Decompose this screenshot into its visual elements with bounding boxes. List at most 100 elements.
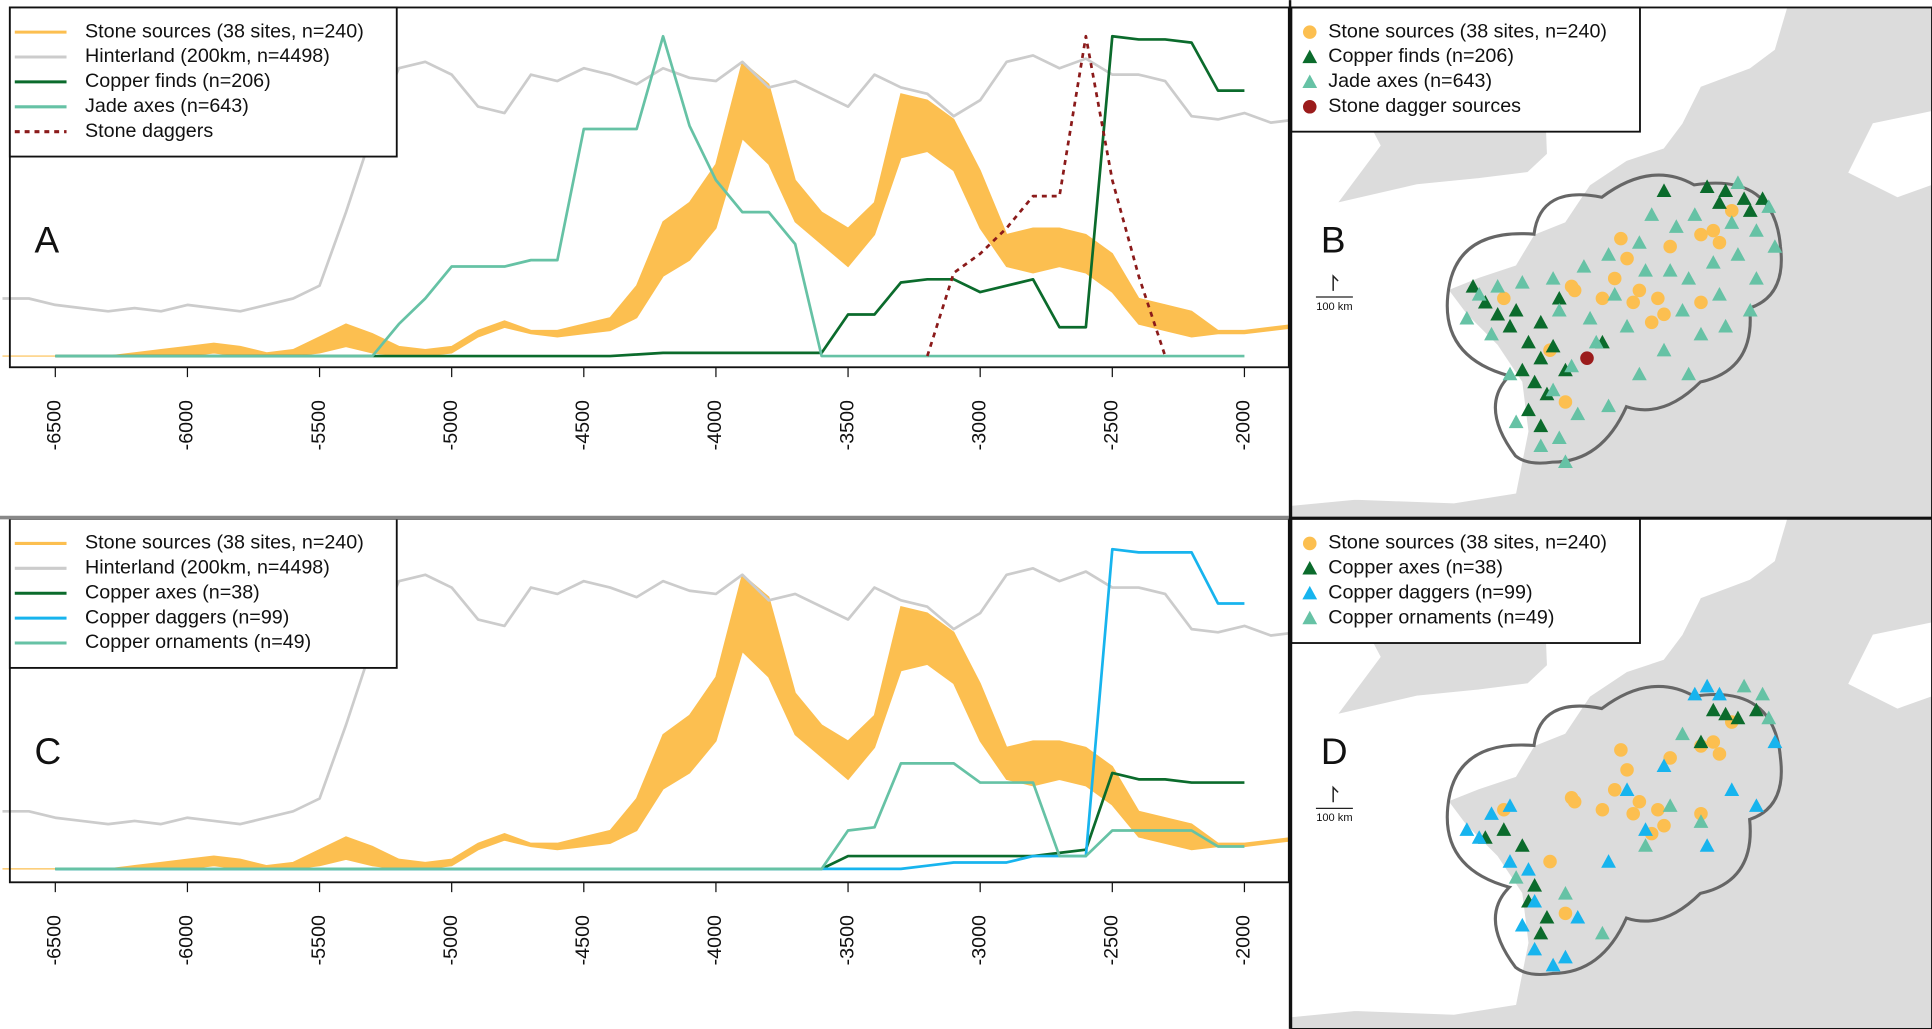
point [1724,782,1740,796]
x-tick-label: -5000 [440,915,462,965]
point [1656,758,1672,773]
point [1570,909,1586,924]
point [1496,822,1512,836]
point [1663,239,1677,254]
x-tick-label: -4000 [704,915,726,965]
point [1694,806,1708,821]
point [1614,231,1628,246]
point [1588,334,1604,349]
line [2,567,1298,826]
point [1533,418,1549,433]
point [1712,287,1727,301]
legend-label: Stone sources (38 sites, n=240) [1328,532,1607,554]
point [1736,678,1752,693]
legend-label: Jade axes (n=643) [85,95,249,117]
point [1539,386,1555,401]
point [1595,802,1610,817]
point [1644,207,1660,221]
point [1539,909,1555,924]
line [926,34,1167,357]
point [1502,854,1518,868]
legend-swatch [1302,100,1317,114]
point [1502,798,1518,812]
point [1638,822,1653,836]
point [1694,295,1708,310]
point [1705,702,1721,717]
point [1687,686,1703,701]
x-tick-label: -2000 [1233,915,1255,965]
point [1767,239,1783,253]
point [1533,438,1549,453]
point [1551,430,1567,445]
point [1693,814,1709,828]
point [1755,191,1770,205]
x-tick-label: -3000 [968,400,990,450]
point [1545,957,1561,972]
x-tick-label: -2500 [1101,915,1123,965]
x-tick-label: -5000 [440,400,462,450]
point [1632,283,1647,298]
point [1484,326,1499,341]
legend-box [1290,6,1641,133]
point [1668,219,1684,233]
point [1706,735,1721,749]
point [1631,366,1647,381]
point [1558,454,1573,468]
legend-label: Jade axes (n=643) [1328,70,1492,92]
point [1736,191,1752,205]
point [1699,838,1715,852]
point [1601,854,1616,868]
x-tick-label: -5500 [308,400,330,450]
point [1471,830,1487,844]
x-tick-label: -3500 [836,400,858,450]
point [1706,223,1721,238]
x-tick-label: -3000 [968,915,990,965]
point [1514,838,1530,852]
point [1742,203,1758,217]
point [1514,362,1530,377]
point [1545,338,1561,353]
x-tick-label: -3500 [836,915,858,965]
point [1632,794,1647,809]
point [1543,854,1557,869]
point [1551,291,1567,305]
point [1730,710,1746,725]
point [1644,315,1659,330]
point [1767,734,1783,749]
point [1484,806,1499,820]
point [1638,838,1653,852]
point [1730,247,1746,261]
point [1514,275,1530,289]
scale-label: 100 km [1316,812,1352,824]
point [1663,751,1677,765]
point [1749,798,1764,812]
legend-box [1290,517,1641,644]
point [1601,247,1616,261]
point [1471,287,1487,301]
x-tick-label: -4500 [572,400,594,450]
point [1567,794,1582,809]
point [1490,279,1506,293]
legend-box [8,6,398,158]
point [1626,806,1640,821]
legend-label: Copper axes (n=38) [85,581,260,603]
x-tick-label: -4000 [704,400,726,450]
point [1521,862,1536,876]
line [55,762,1245,871]
point [1730,175,1746,189]
legend-label: Stone daggers [85,120,213,142]
point [1508,870,1524,884]
point [1527,374,1543,389]
north-arrow [1332,274,1339,291]
point [1687,207,1703,221]
point [1657,818,1671,833]
point [1558,886,1573,900]
point [1533,350,1549,365]
point [1459,822,1475,836]
point [1607,287,1623,301]
point [1558,949,1573,964]
point [1490,306,1506,321]
point [1533,925,1549,940]
